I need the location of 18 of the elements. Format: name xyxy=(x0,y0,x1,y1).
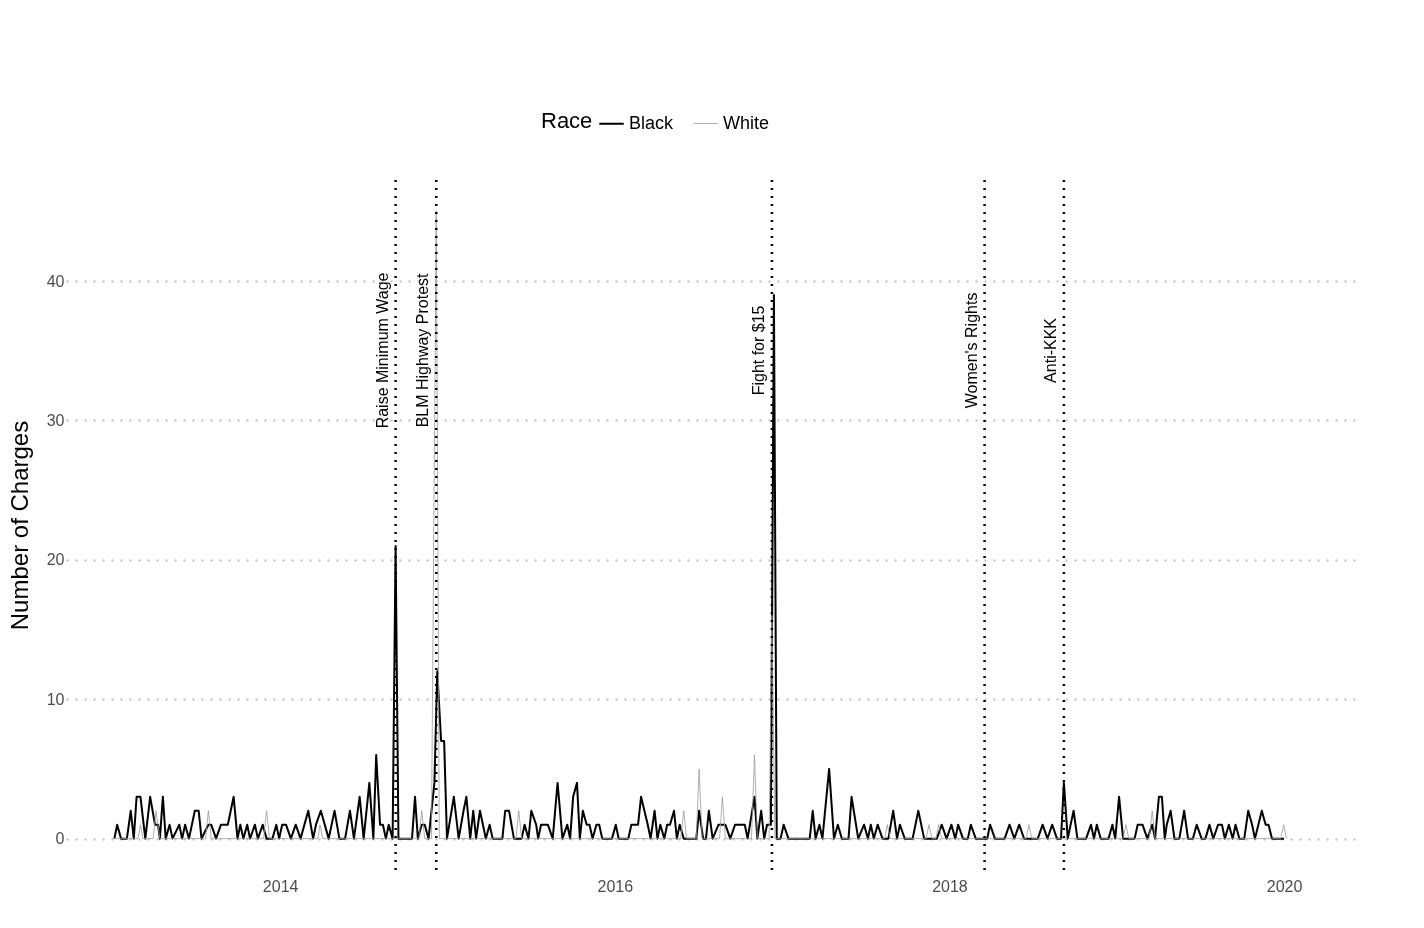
ref-line-label: Raise Minimum Wage xyxy=(373,272,391,429)
ref-line-label: BLM Highway Protest xyxy=(414,272,432,428)
x-tick-label: 2020 xyxy=(1266,877,1303,895)
ref-line-label: Women's Rights xyxy=(962,292,980,409)
x-tick-label: 2016 xyxy=(597,877,634,895)
x-tick-label: 2014 xyxy=(262,877,299,895)
legend-label: White xyxy=(723,112,770,133)
ref-line-label: Anti-KKK xyxy=(1041,317,1059,383)
legend-title: Race xyxy=(541,108,593,133)
y-tick-label: 30 xyxy=(46,411,65,429)
y-tick-label: 20 xyxy=(46,551,65,569)
y-axis-title: Number of Charges xyxy=(5,420,33,631)
y-tick-label: 0 xyxy=(55,830,65,848)
x-tick-label: 2018 xyxy=(932,877,968,895)
y-tick-label: 40 xyxy=(46,272,65,290)
ref-line-label: Fight for $15 xyxy=(749,305,767,396)
legend-label: Black xyxy=(629,112,675,133)
y-tick-label: 10 xyxy=(46,690,65,708)
